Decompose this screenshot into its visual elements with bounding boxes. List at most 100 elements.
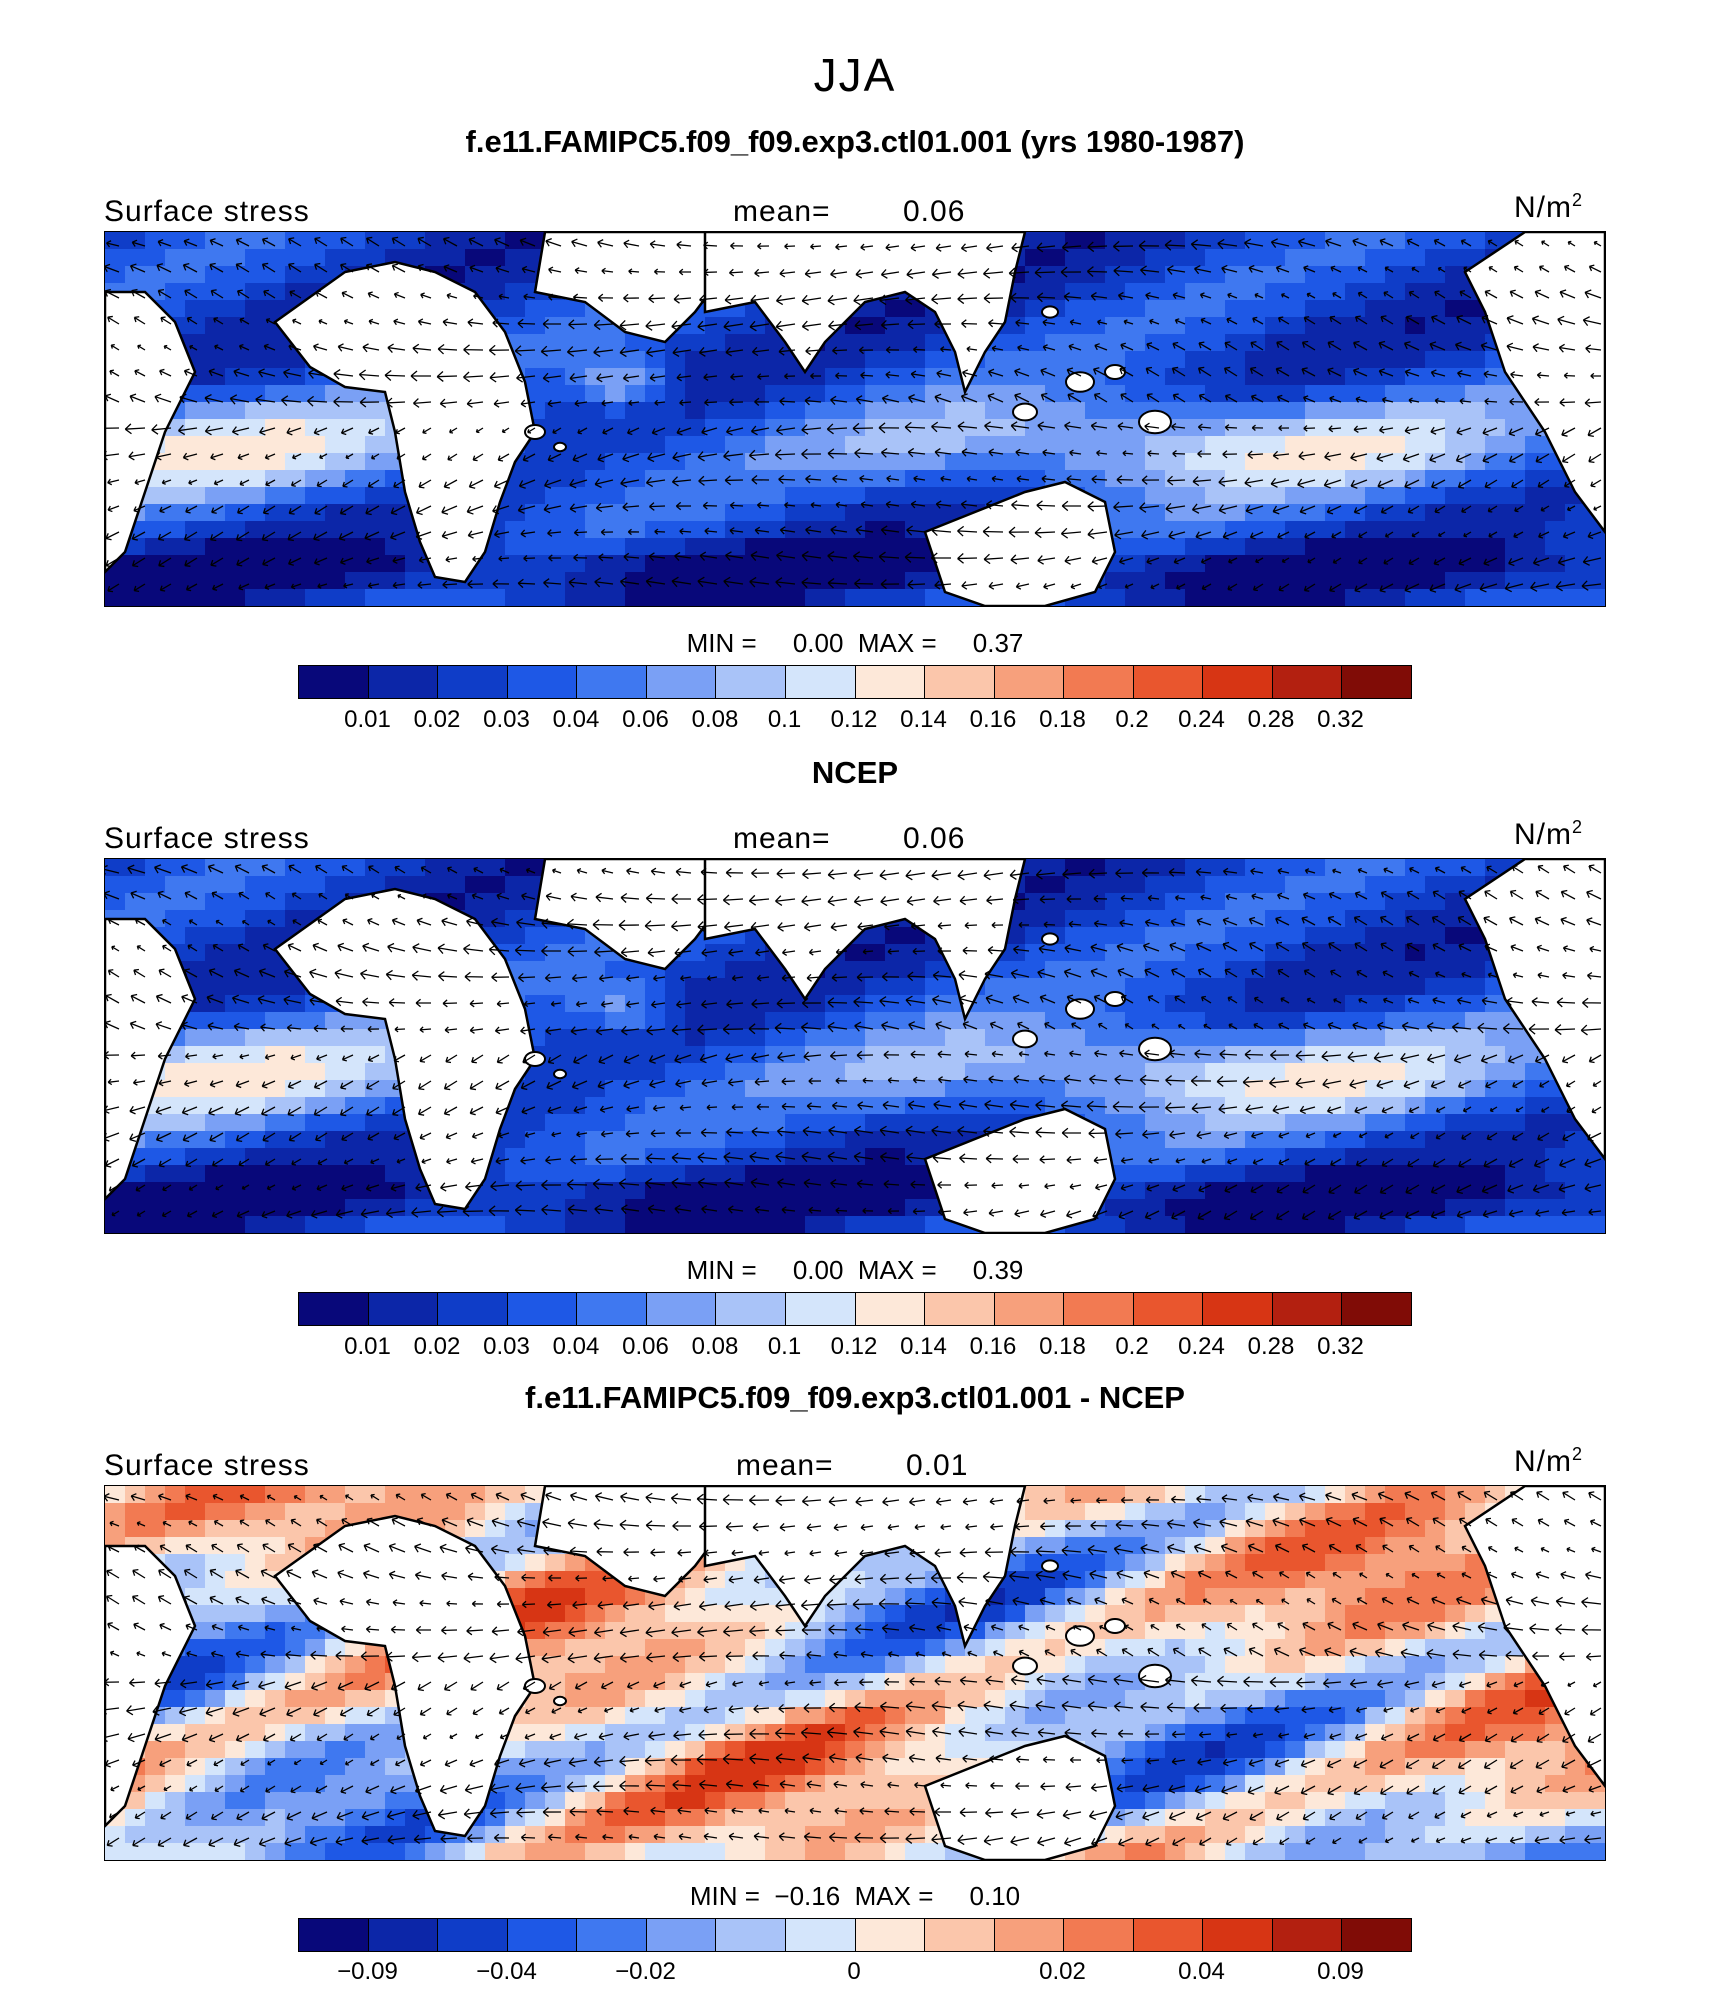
stress-vector xyxy=(209,1080,224,1088)
stress-vector xyxy=(547,1054,562,1065)
field-cell xyxy=(1405,927,1426,945)
field-cell xyxy=(945,487,966,505)
field-cell xyxy=(765,1029,786,1047)
field-cell xyxy=(665,1114,686,1132)
units-superscript: 2 xyxy=(1572,190,1584,210)
field-cell xyxy=(705,521,726,539)
stress-vector xyxy=(1593,505,1602,511)
field-cell xyxy=(1145,249,1166,267)
field-cell xyxy=(1185,1165,1206,1183)
field-cell xyxy=(1525,1148,1546,1166)
stress-vector xyxy=(242,919,250,926)
stress-vector xyxy=(1458,890,1472,900)
stress-vector xyxy=(675,867,692,877)
field-cell xyxy=(645,1131,666,1149)
stress-vector xyxy=(1326,1106,1342,1115)
stress-vector xyxy=(131,239,146,247)
field-cell xyxy=(265,249,286,267)
field-cell xyxy=(865,1046,886,1064)
stress-vector xyxy=(1097,319,1108,326)
stress-vector xyxy=(396,453,406,461)
stress-vector xyxy=(1562,1132,1576,1142)
field-cell xyxy=(825,385,846,403)
field-cell xyxy=(825,995,846,1013)
field-cell xyxy=(1405,436,1426,454)
stress-vector xyxy=(1198,341,1212,351)
stress-vector xyxy=(1091,475,1108,484)
stress-vector xyxy=(701,948,718,957)
field-cell xyxy=(1025,283,1046,301)
stress-vector xyxy=(986,243,1004,253)
field-cell xyxy=(325,572,346,590)
stress-vector xyxy=(1458,557,1472,566)
field-cell xyxy=(1125,283,1146,301)
stress-vector xyxy=(675,1128,692,1138)
stress-vector xyxy=(1087,528,1108,540)
field-cell xyxy=(345,1097,366,1115)
field-cell xyxy=(405,589,426,606)
stress-vector xyxy=(880,525,900,536)
stress-vector xyxy=(1011,500,1030,510)
field-cell xyxy=(1105,504,1126,522)
field-cell xyxy=(265,385,286,403)
field-cell xyxy=(245,910,266,928)
stress-vector xyxy=(652,1104,666,1112)
field-cell xyxy=(165,1182,186,1200)
field-cell xyxy=(865,385,886,403)
field-cell xyxy=(1085,1063,1106,1081)
stress-vector xyxy=(597,239,614,248)
field-cell xyxy=(385,538,406,556)
field-cell xyxy=(545,402,566,420)
stress-vector xyxy=(1142,1129,1160,1139)
field-cell xyxy=(1225,436,1246,454)
stress-vector xyxy=(1431,479,1446,489)
field-cell xyxy=(185,1182,206,1200)
field-cell xyxy=(185,961,206,979)
field-cell xyxy=(1445,555,1466,573)
field-cell xyxy=(205,317,226,335)
stress-vector xyxy=(1304,531,1316,539)
field-cell xyxy=(305,1182,326,1200)
stress-vector xyxy=(881,972,900,982)
field-cell xyxy=(165,266,186,284)
field-cell xyxy=(1105,334,1126,352)
field-cell xyxy=(1245,504,1266,522)
stress-vector xyxy=(233,368,250,377)
field-cell xyxy=(1045,1012,1066,1030)
island-coastline xyxy=(553,441,567,453)
field-cell xyxy=(105,859,126,877)
field-cell xyxy=(325,1063,346,1081)
field-cell xyxy=(1125,893,1146,911)
stress-vector xyxy=(1139,1074,1160,1086)
colorbar-swatch xyxy=(507,666,578,698)
stress-vector xyxy=(1248,264,1264,273)
field-cell xyxy=(965,487,986,505)
stress-vector xyxy=(1145,291,1160,300)
stress-vector xyxy=(473,293,484,300)
field-cell xyxy=(625,978,646,996)
stress-vector xyxy=(1357,867,1368,874)
field-cell xyxy=(865,1097,886,1115)
stress-vector xyxy=(1008,267,1030,279)
field-cell xyxy=(1205,927,1226,945)
stress-vector xyxy=(984,969,1004,980)
field-cell xyxy=(545,1165,566,1183)
stress-vector xyxy=(472,555,484,563)
stress-vector xyxy=(517,578,536,589)
stress-vector xyxy=(1176,583,1186,590)
stress-vector xyxy=(111,1210,120,1217)
field-cell xyxy=(1365,978,1386,996)
stress-vector xyxy=(957,293,978,305)
field-cell xyxy=(1065,1080,1086,1098)
field-cell xyxy=(765,470,786,488)
stress-vector xyxy=(619,346,640,358)
field-cell xyxy=(245,1114,266,1132)
field-cell xyxy=(1385,419,1406,437)
field-cell xyxy=(1265,1029,1286,1047)
field-cell xyxy=(545,453,566,471)
stress-vector xyxy=(1270,1049,1290,1061)
stress-vector xyxy=(1459,397,1472,405)
field-cell xyxy=(1385,1165,1406,1183)
field-cell xyxy=(1085,436,1106,454)
field-cell xyxy=(1265,419,1286,437)
